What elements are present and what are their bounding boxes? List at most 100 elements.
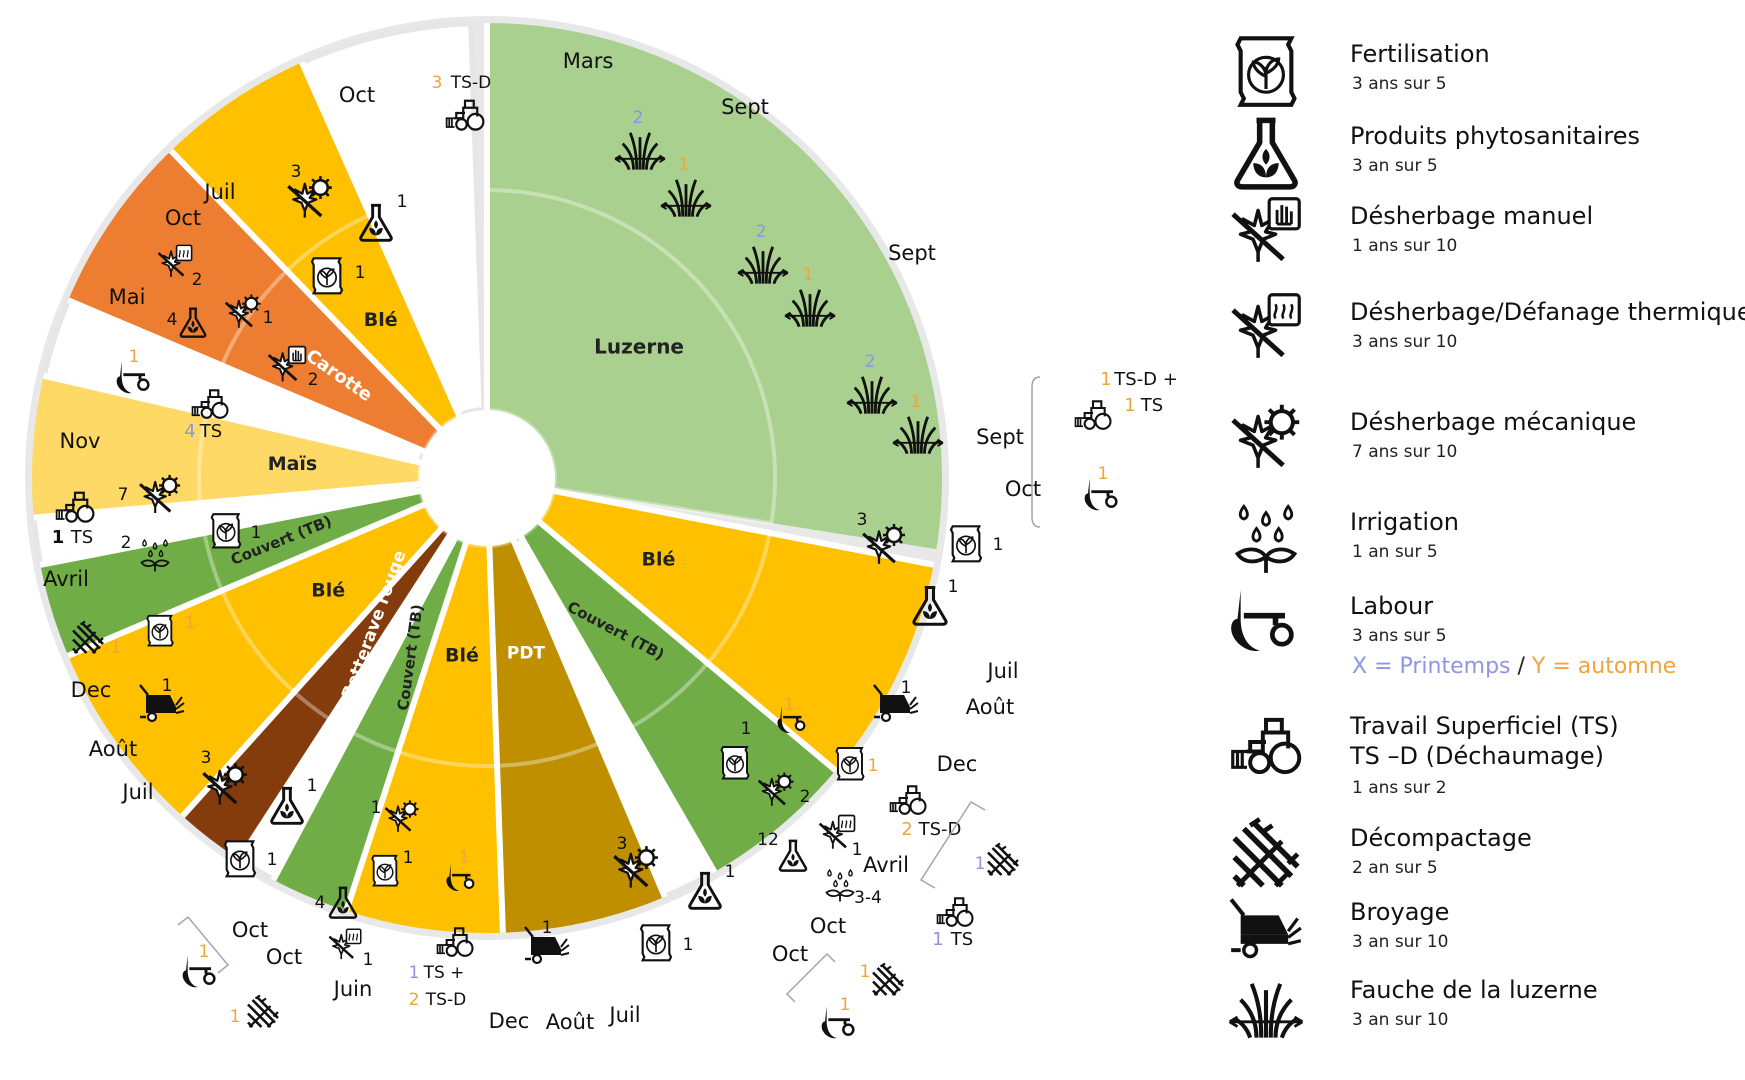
count-label: 1 [129, 347, 140, 367]
count-label: 1 [860, 962, 871, 982]
month-label: Juil [985, 659, 1018, 683]
month-label: Mars [563, 49, 614, 73]
sector-bl- [68, 504, 442, 817]
count-label: 1 [459, 848, 470, 868]
month-label: Avril [43, 567, 89, 591]
legend-frequency: 3 ans sur 5 [1352, 626, 1447, 646]
count-label: 12 [757, 830, 779, 850]
fertilisation-icon [720, 746, 750, 780]
count-label: 1 [397, 192, 408, 212]
sector-bl- [539, 490, 934, 771]
sector-separator [486, 545, 506, 933]
decompaction-icon [871, 962, 905, 997]
month-label: Oct [772, 942, 808, 966]
count-label: 1 [363, 950, 374, 970]
month-label: Dec [937, 752, 978, 776]
count-label: 4 [315, 893, 326, 913]
crop-label: Blé [445, 645, 479, 667]
bracket [919, 800, 986, 889]
count-label: 7 [118, 485, 129, 505]
sector-couvert-tb- [273, 538, 466, 911]
legend-frequency: 3 ans sur 10 [1352, 332, 1458, 352]
count-label: 1 [251, 523, 262, 543]
count-label: 3 [291, 162, 302, 182]
legend-title: Désherbage/Défanage thermique [1350, 298, 1745, 326]
legend: Fertilisation 3 ans sur 5 Produits phytosa… [1220, 30, 1745, 1070]
count-label: 1 [803, 265, 814, 285]
count-label: 3 [432, 73, 443, 93]
crop-label: Maïs [268, 453, 318, 475]
month-label: Oct [810, 914, 846, 938]
season-note-spring: X = Printemps [1352, 654, 1511, 679]
plough-icon [1220, 582, 1316, 662]
fertilisation-icon [210, 513, 242, 549]
count-label: 1 [355, 263, 366, 283]
legend-item-thermal-weeding: Désherbage/Défanage thermique 3 ans sur 1… [1220, 288, 1745, 368]
count-label: 1 [911, 392, 922, 412]
count-label: TS [70, 527, 93, 548]
count-label: 1 [371, 798, 382, 818]
count-label: 1 [932, 929, 943, 950]
count-label: 1 [199, 942, 210, 962]
crop-label: Blé [642, 548, 676, 570]
sector-ma-s [31, 375, 421, 518]
count-label: 2 [756, 222, 767, 242]
decompaction-icon [1220, 814, 1316, 894]
legend-title: Décompactage [1350, 824, 1532, 852]
sector-separator [66, 297, 426, 455]
month-label: Mai [109, 285, 146, 309]
count-label: 1 [403, 848, 414, 868]
sector-separator [343, 541, 469, 912]
legend-frequency: 1 ans sur 2 [1352, 778, 1447, 798]
bracket [785, 952, 836, 1003]
thermal-weeding-icon [329, 929, 360, 959]
count-label: 2 [121, 533, 132, 553]
sector-separator [518, 535, 718, 874]
month-label: Juil [202, 180, 235, 204]
legend-item-mulcher: Broyage 3 an sur 10 [1220, 888, 1730, 968]
month-label: Oct [232, 918, 268, 942]
legend-title: Broyage [1350, 898, 1450, 926]
season-note-autumn: Y = automne [1531, 654, 1677, 679]
tractor-icon [1229, 717, 1302, 775]
count-label: 2 [192, 270, 203, 290]
count-label: 2 [901, 819, 912, 840]
thermal-weeding-icon [820, 816, 855, 849]
crop-label: PDT [507, 644, 546, 664]
count-label: TS-D [918, 819, 962, 840]
count-label: 1 [840, 995, 851, 1015]
legend-item-phyto: Produits phytosanitaires 3 an sur 5 [1220, 112, 1730, 192]
month-label: Août [546, 1010, 594, 1034]
fertilisation-icon [835, 747, 865, 781]
count-label: 1 [162, 676, 173, 696]
count-label: 1 [784, 695, 795, 715]
month-label: Août [89, 737, 137, 761]
fertilisation-icon [1220, 30, 1316, 110]
sector-separator [33, 480, 420, 521]
count-label: 1 [307, 776, 318, 796]
count-label: 4 [167, 310, 178, 330]
sector-separator [553, 488, 935, 568]
sector-pdt [489, 540, 665, 933]
legend-frequency: 3 an sur 10 [1352, 1010, 1449, 1030]
month-label: Août [966, 695, 1014, 719]
count-label: 1 [1098, 464, 1109, 484]
count-label: 1 [263, 308, 274, 328]
count-label: 1 [185, 613, 196, 633]
season-note: X = Printemps / Y = automne [1352, 654, 1676, 679]
legend-title: Produits phytosanitaires [1350, 122, 1640, 150]
count-label: TS-D [425, 990, 466, 1010]
count-label: 1 [542, 918, 553, 938]
legend-title: Fauche de la luzerne [1350, 976, 1598, 1004]
month-label: Dec [71, 678, 112, 702]
month-label: Avril [863, 853, 909, 877]
count-label: 1 [52, 527, 65, 548]
legend-title-2: TS –D (Déchaumage) [1350, 742, 1605, 770]
count-label: TS [1140, 395, 1163, 416]
count-label: TS [199, 421, 222, 442]
sector-couvert-tb- [40, 490, 425, 656]
sector-separator [180, 526, 444, 819]
legend-frequency: 1 an sur 5 [1352, 542, 1438, 562]
crop-label: Luzerne [594, 335, 684, 359]
sector-separator [66, 501, 426, 659]
